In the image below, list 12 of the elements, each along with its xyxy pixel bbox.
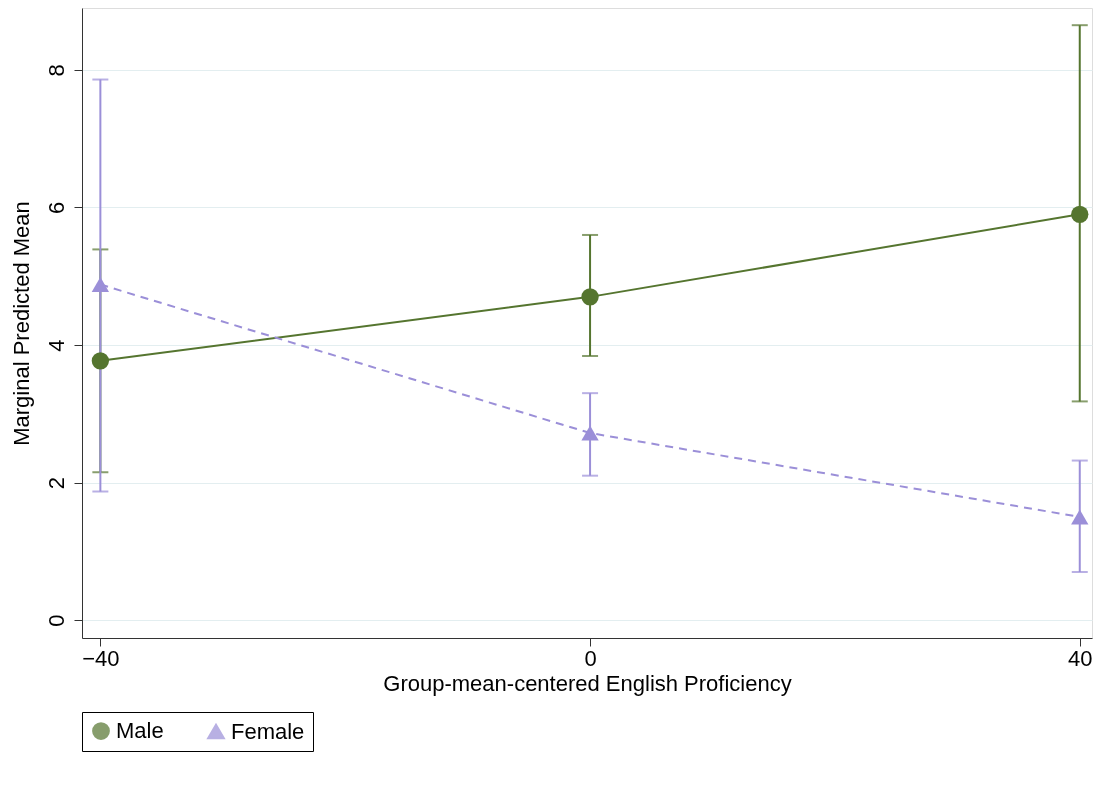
y-tick-label: 6 xyxy=(43,201,69,215)
x-tick-label: 40 xyxy=(1068,645,1093,671)
x-tick-label: 0 xyxy=(584,645,597,671)
legend-label: Male xyxy=(116,718,164,744)
y-tick-label: 4 xyxy=(43,339,69,352)
y-tick-label: 2 xyxy=(43,476,69,490)
legend-label: Female xyxy=(231,718,305,744)
x-tick-label: −40 xyxy=(82,645,120,671)
y-tick-label: 8 xyxy=(43,64,69,77)
y-tick-label: 0 xyxy=(43,614,69,627)
y-axis-title: Marginal Predicted Mean xyxy=(8,201,34,446)
x-axis-title: Group-mean-centered English Proficiency xyxy=(383,670,792,696)
